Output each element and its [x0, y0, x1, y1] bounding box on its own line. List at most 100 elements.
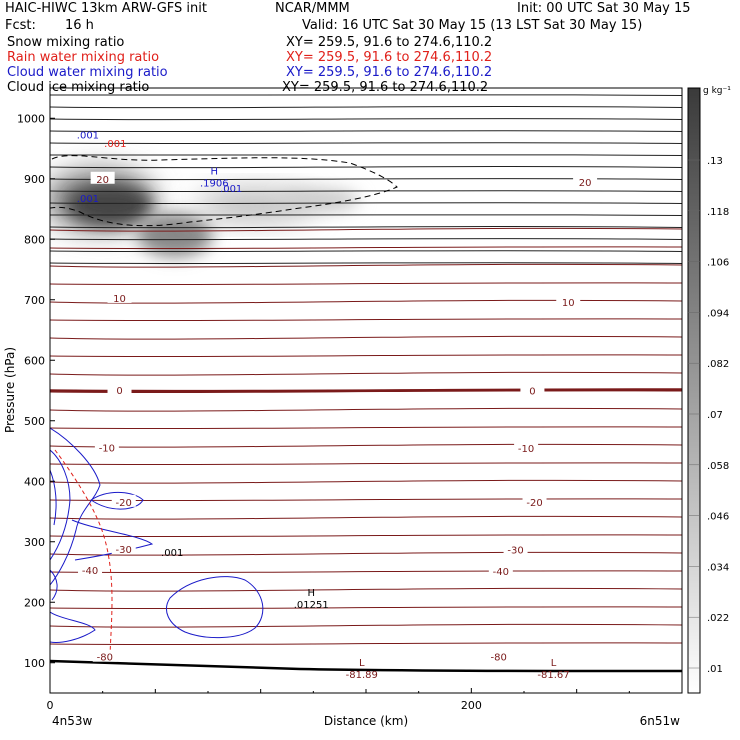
colorbar-label: .058 [707, 461, 729, 472]
temperature-contour [50, 606, 682, 610]
extremum-marker: L [359, 658, 365, 669]
label-mask [573, 174, 598, 187]
temperature-contour [50, 587, 682, 592]
terrain [49, 659, 683, 673]
temperature-label: 10 [113, 294, 126, 305]
temperature-contour [50, 318, 682, 322]
colorbar-label: .034 [707, 562, 729, 573]
isoline [50, 250, 682, 253]
temperature-contours [50, 227, 682, 646]
label-mask [78, 563, 103, 576]
header-fcst-label: Fcst: [5, 18, 36, 33]
colorbar-label: .094 [707, 308, 729, 319]
colorbar-label: .01 [707, 664, 723, 675]
y-tick-label: 600 [24, 354, 45, 367]
temperature-contour [50, 426, 682, 430]
field-name-snow: Snow mixing ratio [7, 35, 125, 50]
y-tick-label: 800 [24, 233, 45, 246]
temperature-label: -80 [491, 653, 507, 664]
isoline [50, 142, 682, 145]
temperature-contour [50, 299, 682, 304]
colorbar-label: .118 [707, 207, 729, 218]
temperature-label: 0 [529, 387, 535, 398]
temperature-contour [50, 462, 682, 466]
colorbar-label: .07 [707, 410, 723, 421]
colorbar-label: .13 [707, 156, 723, 167]
colorbar-label: .046 [707, 512, 729, 523]
field-xy-snow: XY= 259.5, 91.6 to 274.6,110.2 [286, 35, 493, 50]
y-tick-label: 100 [24, 657, 45, 670]
label-mask [107, 290, 132, 303]
upper-isolines [50, 94, 682, 265]
temperature-label: -20 [526, 498, 542, 509]
label-mask [503, 542, 528, 555]
colorbar-label: .082 [707, 359, 729, 370]
temperature-contour [50, 551, 682, 556]
temperature-label: 0 [116, 386, 122, 397]
temperature-contour [50, 282, 682, 286]
temperature-contour [50, 498, 682, 502]
label-mask [111, 494, 136, 507]
temperature-contour [50, 371, 682, 376]
rain-water-contour [54, 449, 113, 661]
cloud-water-contours [50, 427, 264, 643]
isoline [50, 130, 682, 133]
label-mask [111, 542, 136, 555]
temperature-contour [50, 534, 682, 538]
x-tick-label: 0 [47, 699, 54, 712]
header-init: Init: 00 UTC Sat 30 May 15 [517, 1, 691, 16]
temperature-label: -40 [493, 567, 509, 578]
x-axis-label: Distance (km) [324, 714, 408, 728]
temperature-contour [50, 263, 682, 268]
cloud-ice-contour [50, 155, 398, 227]
colorbar-label: .106 [707, 258, 729, 269]
field-xy-cloud-water: XY= 259.5, 91.6 to 274.6,110.2 [286, 65, 493, 80]
temperature-contour [50, 479, 682, 484]
y-tick-label: 400 [24, 475, 45, 488]
y-tick-label: 1000 [17, 112, 45, 125]
temperature-contour [50, 335, 682, 340]
field-name-rain: Rain water mixing ratio [7, 50, 160, 65]
extremum-marker: L [551, 658, 557, 669]
isoline [50, 214, 682, 216]
isoline [50, 190, 682, 193]
temperature-label: -10 [518, 444, 534, 455]
temperature-contour [50, 623, 682, 628]
isoline [50, 238, 682, 241]
temperature-contour [50, 570, 682, 574]
colorbar-unit: g kg⁻¹ [703, 86, 731, 96]
temperature-contour [50, 354, 682, 358]
temperature-contour [50, 227, 682, 232]
y-axis-label: Pressure (hPa) [3, 347, 17, 433]
contour-labels: -80 -80 -40 -40 -30 -30 -20 -20 -10 -10 0 0 10 10 20 20… [77, 131, 598, 681]
isoline [50, 118, 682, 121]
y-tick-label: 200 [24, 596, 45, 609]
isoline [50, 154, 682, 156]
header-valid: Valid: 16 UTC Sat 30 May 15 (13 LST Sat … [302, 18, 643, 33]
y-tick-label: 700 [24, 294, 45, 307]
header-org: NCAR/MMM [275, 1, 350, 16]
isoline [50, 225, 682, 229]
x-endpoint-left: 4n53w [52, 714, 93, 728]
temperature-contour [50, 246, 682, 250]
x-axis-ticks: 0 200 [47, 688, 630, 712]
temperature-label: -20 [116, 498, 132, 509]
label-mask [94, 440, 119, 453]
temperature-label: -40 [82, 566, 98, 577]
y-tick-label: 900 [24, 173, 45, 186]
temperature-contour [50, 515, 682, 520]
temperature-contour [50, 443, 682, 448]
header-fcst-value: 16 h [65, 18, 94, 33]
label-mask [488, 563, 513, 576]
extremum-marker: H [307, 588, 315, 599]
colorbar: .13 .118 .106 .094 .082 .07 .058 .046 .034 .022 .0… [687, 87, 729, 694]
temperature-label: -10 [99, 443, 115, 454]
label-mask [90, 171, 115, 184]
x-tick-label: 200 [461, 699, 482, 712]
y-axis-ticks: 100 200 300 400 500 600 700 800 900 1000 [17, 112, 55, 670]
label-mask [520, 383, 545, 396]
label-mask [522, 494, 547, 507]
extremum-marker: H [211, 167, 219, 178]
extremum-value: -81.67 [537, 670, 569, 681]
isoline [50, 165, 682, 169]
